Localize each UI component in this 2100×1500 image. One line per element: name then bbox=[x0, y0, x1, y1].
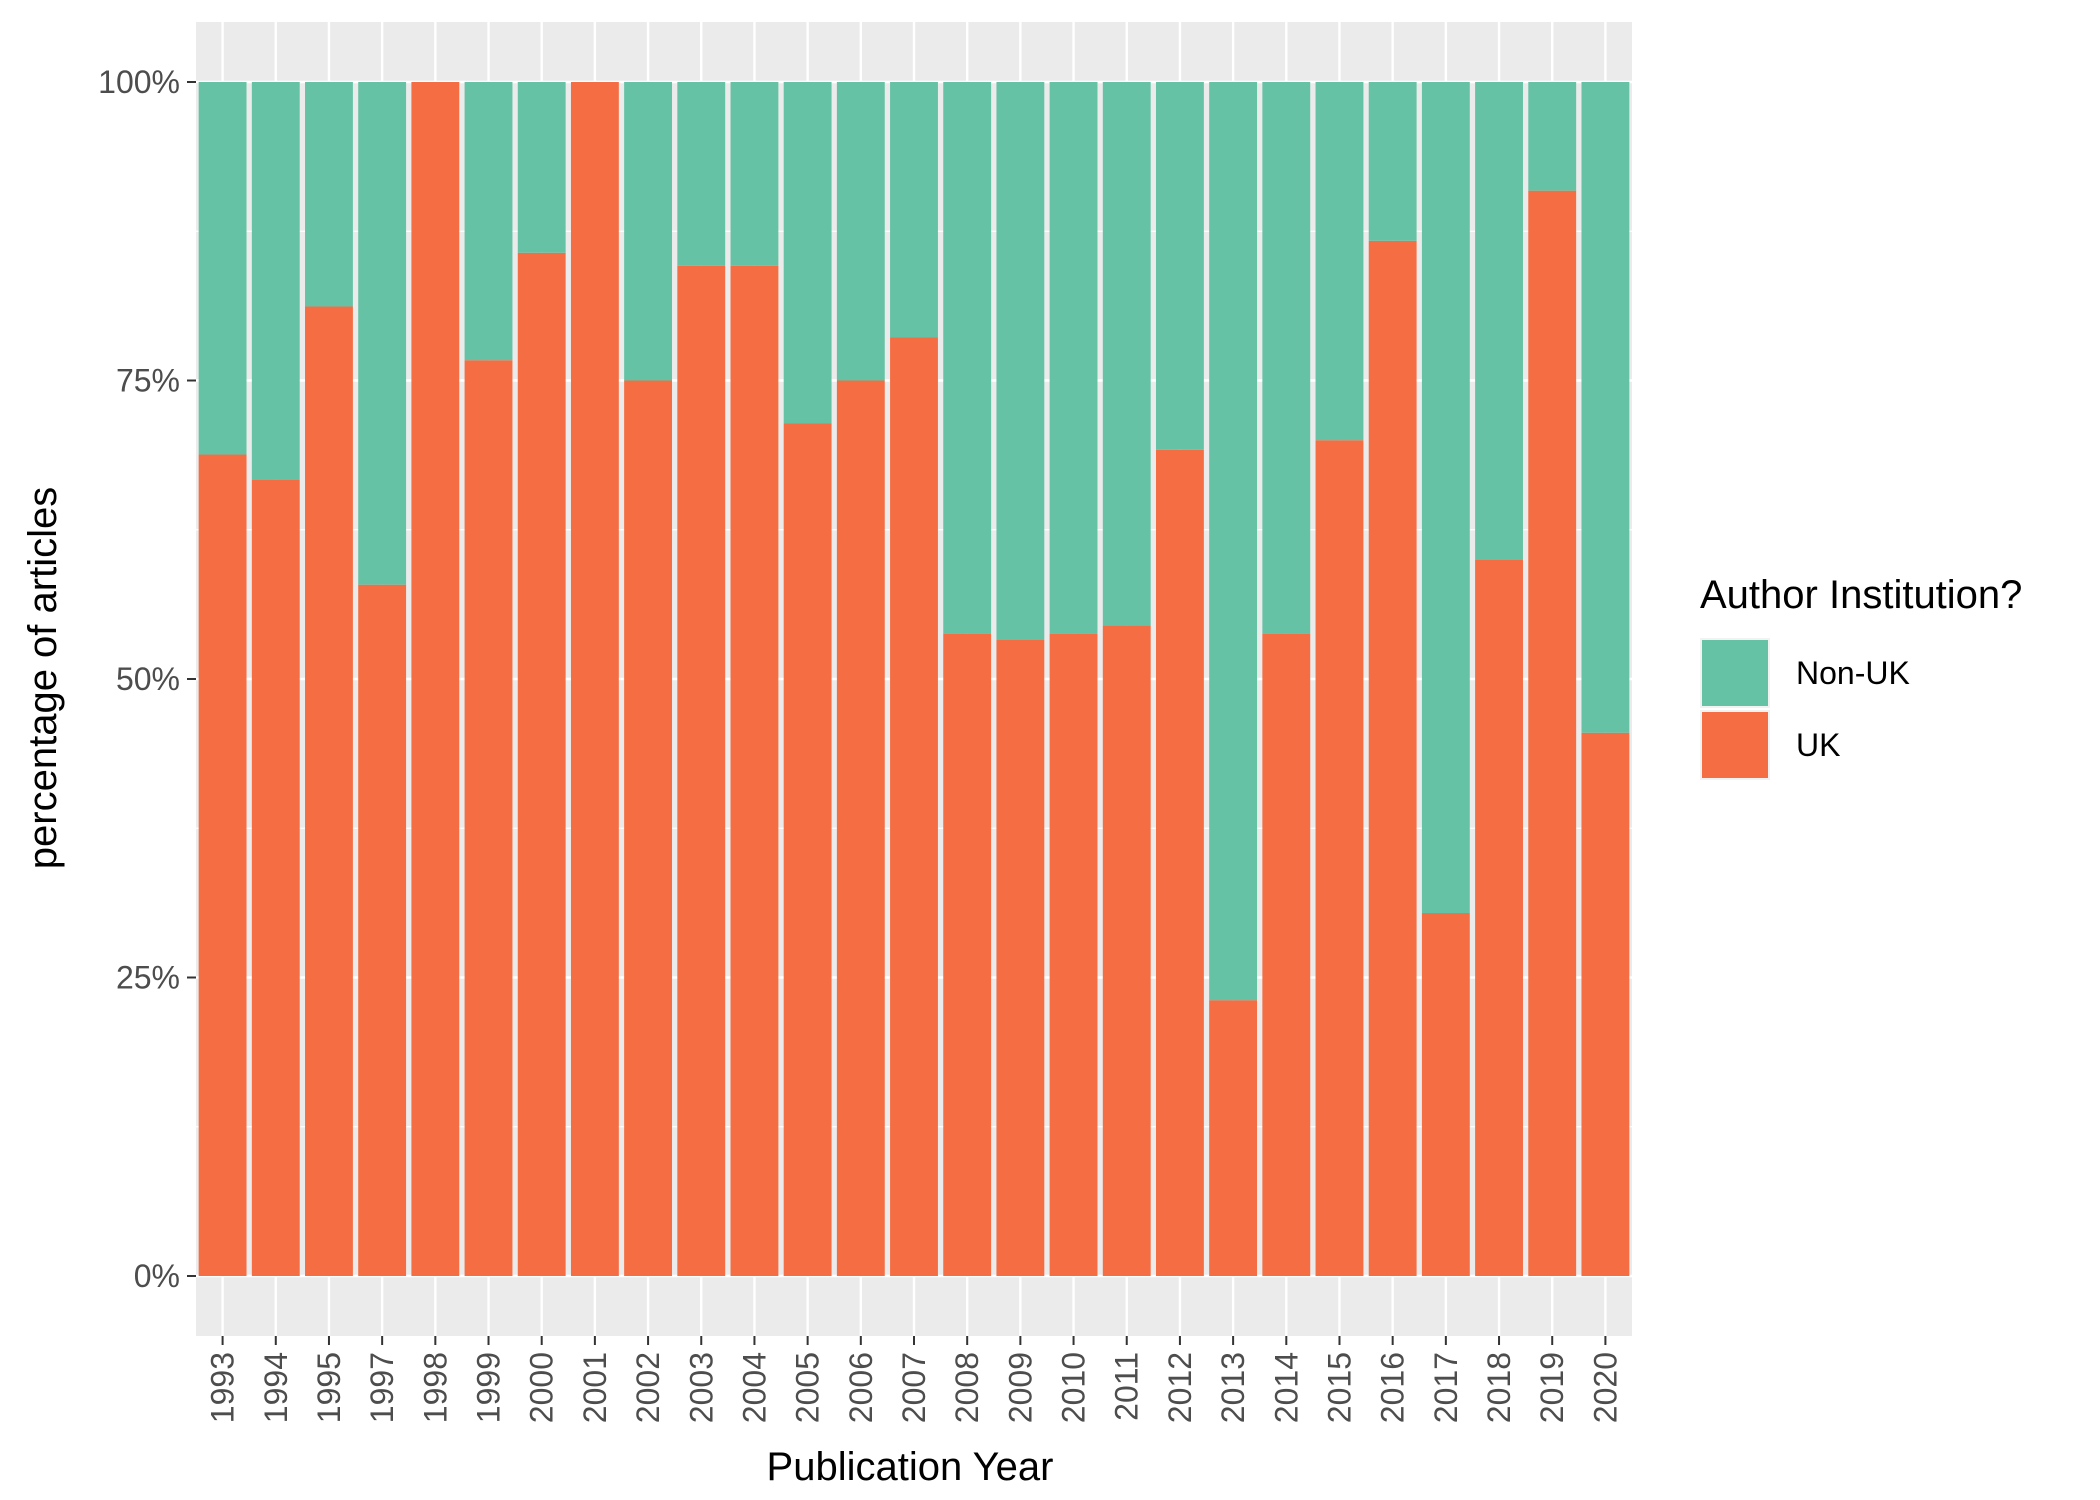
x-tick-label: 2004 bbox=[736, 1352, 772, 1423]
x-tick-label: 2016 bbox=[1375, 1352, 1411, 1423]
bar-non-uk-2016 bbox=[1369, 82, 1417, 241]
bar-uk-2019 bbox=[1528, 191, 1576, 1276]
x-tick-label: 2013 bbox=[1215, 1352, 1251, 1423]
legend-swatch-non-uk bbox=[1702, 640, 1768, 706]
bar-uk-2003 bbox=[677, 266, 725, 1276]
x-tick-label: 2008 bbox=[949, 1352, 985, 1423]
x-tick-label: 1999 bbox=[471, 1352, 507, 1423]
x-tick-label: 2015 bbox=[1321, 1352, 1357, 1423]
x-tick-label: 2007 bbox=[896, 1352, 932, 1423]
bar-non-uk-1995 bbox=[305, 82, 353, 306]
bar-uk-1993 bbox=[199, 455, 247, 1276]
bar-uk-1999 bbox=[465, 360, 513, 1276]
x-tick-label: 2020 bbox=[1587, 1352, 1623, 1423]
x-axis: 1993 1994 1995 1997 1998 1999 2000 2001 2002 2003… bbox=[205, 1336, 1624, 1423]
x-tick-label: 2011 bbox=[1109, 1352, 1145, 1421]
legend-swatch-uk bbox=[1702, 712, 1768, 778]
bar-uk-2012 bbox=[1156, 450, 1204, 1276]
x-tick-label: 2003 bbox=[683, 1352, 719, 1423]
bars-layer bbox=[199, 82, 1630, 1276]
x-tick-label: 1995 bbox=[311, 1352, 347, 1423]
bar-non-uk-2014 bbox=[1262, 82, 1310, 634]
bar-uk-2016 bbox=[1369, 241, 1417, 1276]
bar-uk-2018 bbox=[1475, 560, 1523, 1276]
bar-non-uk-2007 bbox=[890, 82, 938, 338]
legend: Author Institution? Non-UK UK bbox=[1700, 573, 2022, 780]
x-tick-label: 2017 bbox=[1428, 1352, 1464, 1423]
bar-uk-2006 bbox=[837, 381, 885, 1277]
y-axis-title: percentage of articles bbox=[21, 487, 65, 869]
x-tick-label: 2018 bbox=[1481, 1352, 1517, 1423]
bar-uk-1995 bbox=[305, 306, 353, 1276]
bar-non-uk-2008 bbox=[943, 82, 991, 634]
bar-non-uk-1999 bbox=[465, 82, 513, 360]
bar-uk-1994 bbox=[252, 480, 300, 1276]
bar-non-uk-2013 bbox=[1209, 82, 1257, 1000]
x-tick-label: 1997 bbox=[364, 1352, 400, 1423]
bar-non-uk-2015 bbox=[1316, 82, 1364, 440]
legend-label-uk: UK bbox=[1796, 727, 1840, 763]
bar-non-uk-2006 bbox=[837, 82, 885, 381]
bar-non-uk-1993 bbox=[199, 82, 247, 455]
bar-uk-2001 bbox=[571, 82, 619, 1276]
legend-title: Author Institution? bbox=[1700, 573, 2022, 617]
bar-uk-2020 bbox=[1581, 733, 1629, 1276]
x-tick-label: 2010 bbox=[1056, 1352, 1092, 1423]
bar-non-uk-2000 bbox=[518, 82, 566, 253]
bar-non-uk-2003 bbox=[677, 82, 725, 266]
x-tick-label: 2000 bbox=[524, 1352, 560, 1423]
y-axis: 0% 25% 50% 75% 100% bbox=[98, 64, 196, 1294]
bar-uk-2007 bbox=[890, 338, 938, 1276]
bar-uk-2002 bbox=[624, 381, 672, 1277]
bar-non-uk-2011 bbox=[1103, 82, 1151, 625]
x-tick-label: 2001 bbox=[577, 1352, 613, 1423]
bar-uk-1997 bbox=[358, 585, 406, 1276]
bar-non-uk-2009 bbox=[996, 82, 1044, 640]
x-tick-label: 1998 bbox=[417, 1352, 453, 1423]
bar-non-uk-1994 bbox=[252, 82, 300, 480]
y-tick-label: 0% bbox=[134, 1258, 180, 1294]
y-tick-label: 100% bbox=[98, 64, 180, 100]
x-tick-label: 1993 bbox=[205, 1352, 241, 1423]
x-tick-label: 2005 bbox=[790, 1352, 826, 1423]
x-tick-label: 2009 bbox=[1002, 1352, 1038, 1423]
x-tick-label: 1994 bbox=[258, 1352, 294, 1423]
bar-uk-2009 bbox=[996, 640, 1044, 1276]
bar-non-uk-2017 bbox=[1422, 82, 1470, 913]
bar-non-uk-2018 bbox=[1475, 82, 1523, 560]
x-tick-label: 2006 bbox=[843, 1352, 879, 1423]
y-tick-label: 25% bbox=[116, 960, 180, 996]
x-tick-label: 2019 bbox=[1534, 1352, 1570, 1423]
x-axis-title: Publication Year bbox=[767, 1445, 1054, 1489]
x-tick-label: 2014 bbox=[1268, 1352, 1304, 1423]
y-tick-label: 50% bbox=[116, 661, 180, 697]
bar-uk-2008 bbox=[943, 634, 991, 1276]
bar-uk-2010 bbox=[1050, 634, 1098, 1276]
bar-uk-2013 bbox=[1209, 1000, 1257, 1276]
bar-uk-2004 bbox=[731, 266, 779, 1276]
bar-non-uk-2020 bbox=[1581, 82, 1629, 733]
bar-uk-2017 bbox=[1422, 913, 1470, 1276]
bar-non-uk-2019 bbox=[1528, 82, 1576, 191]
bar-uk-2000 bbox=[518, 253, 566, 1276]
legend-label-non-uk: Non-UK bbox=[1796, 655, 1910, 691]
bar-non-uk-2002 bbox=[624, 82, 672, 381]
bar-non-uk-2005 bbox=[784, 82, 832, 423]
x-tick-label: 2002 bbox=[630, 1352, 666, 1423]
y-tick-label: 75% bbox=[116, 363, 180, 399]
bar-non-uk-2010 bbox=[1050, 82, 1098, 634]
bar-uk-1998 bbox=[411, 82, 459, 1276]
bar-non-uk-2012 bbox=[1156, 82, 1204, 450]
bar-uk-2005 bbox=[784, 423, 832, 1276]
bar-non-uk-2004 bbox=[731, 82, 779, 266]
bar-uk-2015 bbox=[1316, 440, 1364, 1276]
bar-uk-2014 bbox=[1262, 634, 1310, 1276]
x-tick-label: 2012 bbox=[1162, 1352, 1198, 1423]
bar-uk-2011 bbox=[1103, 625, 1151, 1276]
bar-non-uk-1997 bbox=[358, 82, 406, 585]
